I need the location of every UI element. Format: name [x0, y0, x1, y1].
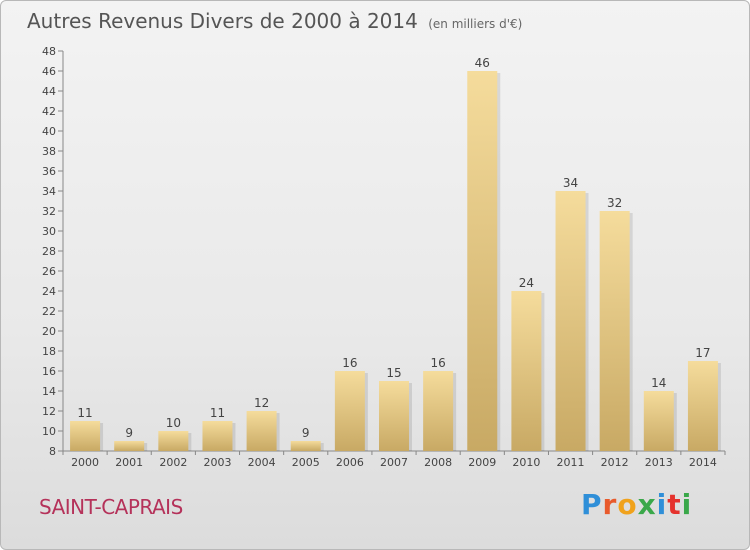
- x-tick-label: 2012: [601, 456, 629, 469]
- y-tick-label: 42: [42, 105, 56, 118]
- bar-value-label: 9: [302, 426, 310, 440]
- chart-title-text: Autres Revenus Divers de 2000 à 2014: [27, 9, 418, 33]
- logo-letter: i: [656, 488, 668, 521]
- x-tick-label: 2014: [689, 456, 717, 469]
- bar-value-label: 11: [77, 406, 92, 420]
- y-tick-label: 38: [42, 145, 56, 158]
- bar-value-label: 14: [651, 376, 666, 390]
- bar-value-label: 12: [254, 396, 269, 410]
- bar: [643, 391, 674, 451]
- logo-letter: P: [581, 488, 603, 521]
- bar-value-label: 34: [563, 176, 578, 190]
- bar-value-label: 32: [607, 196, 622, 210]
- y-tick-label: 8: [49, 445, 56, 458]
- x-tick-label: 2002: [159, 456, 187, 469]
- bar-value-label: 11: [210, 406, 225, 420]
- bar-value-label: 46: [475, 56, 490, 70]
- y-tick-label: 14: [42, 385, 56, 398]
- y-tick-label: 12: [42, 405, 56, 418]
- bar: [290, 441, 321, 451]
- bar: [379, 381, 409, 451]
- bar: [158, 431, 189, 451]
- bar: [202, 421, 233, 451]
- x-tick-label: 2011: [557, 456, 585, 469]
- bar: [511, 291, 542, 451]
- x-tick-label: 2006: [336, 456, 364, 469]
- bar-value-label: 15: [386, 366, 401, 380]
- x-tick-label: 2001: [115, 456, 143, 469]
- bar-value-label: 17: [695, 346, 710, 360]
- bar: [114, 441, 145, 451]
- chart-subtitle: (en milliers d'€): [428, 17, 523, 31]
- bar-value-label: 10: [166, 416, 181, 430]
- x-tick-label: 2000: [71, 456, 99, 469]
- bar-value-label: 9: [125, 426, 133, 440]
- logo-letter: r: [602, 488, 618, 521]
- y-tick-label: 30: [42, 225, 56, 238]
- proxiti-logo: Proxiti: [581, 488, 692, 521]
- bar: [70, 421, 101, 451]
- logo-letter: x: [637, 488, 657, 521]
- logo-letter: i: [681, 488, 693, 521]
- y-tick-label: 44: [42, 85, 56, 98]
- logo-letter: t: [667, 488, 682, 521]
- bar: [555, 191, 586, 451]
- y-tick-label: 18: [42, 345, 56, 358]
- bar: [334, 371, 365, 451]
- x-tick-label: 2004: [248, 456, 276, 469]
- chart-title: Autres Revenus Divers de 2000 à 2014 (en…: [27, 9, 522, 33]
- x-tick-label: 2009: [468, 456, 496, 469]
- y-tick-label: 34: [42, 185, 56, 198]
- location-label: SAINT-CAPRAIS: [39, 495, 183, 519]
- bar: [467, 71, 498, 451]
- y-tick-label: 40: [42, 125, 56, 138]
- y-tick-label: 28: [42, 245, 56, 258]
- y-tick-label: 22: [42, 305, 56, 318]
- y-tick-label: 26: [42, 265, 56, 278]
- y-tick-label: 48: [42, 45, 56, 58]
- y-tick-label: 36: [42, 165, 56, 178]
- bar-value-label: 24: [519, 276, 534, 290]
- y-tick-label: 20: [42, 325, 56, 338]
- x-tick-label: 2005: [292, 456, 320, 469]
- bar: [687, 361, 718, 451]
- x-tick-label: 2007: [380, 456, 408, 469]
- y-tick-label: 32: [42, 205, 56, 218]
- y-tick-label: 16: [42, 365, 56, 378]
- x-tick-label: 2008: [424, 456, 452, 469]
- x-tick-label: 2003: [203, 456, 231, 469]
- x-tick-label: 2010: [512, 456, 540, 469]
- y-tick-label: 10: [42, 425, 56, 438]
- x-tick-label: 2013: [645, 456, 673, 469]
- y-tick-label: 46: [42, 65, 56, 78]
- bar: [599, 211, 630, 451]
- logo-letter: o: [617, 488, 638, 521]
- bar: [423, 371, 454, 451]
- bar: [246, 411, 277, 451]
- bar-value-label: 16: [342, 356, 357, 370]
- y-tick-label: 24: [42, 285, 56, 298]
- bar-value-label: 16: [430, 356, 445, 370]
